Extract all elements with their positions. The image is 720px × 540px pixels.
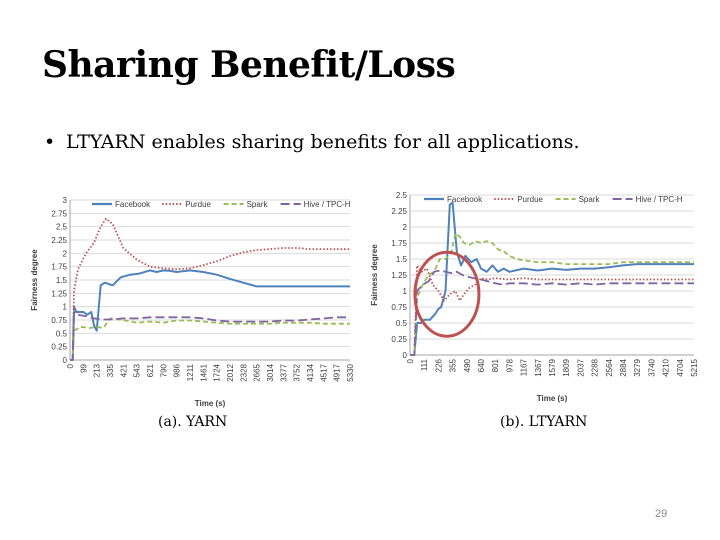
chart2-legend-label-hive: Hive / TPC-H bbox=[636, 195, 683, 204]
chart-yarn-svg: 0 0.25 0.5 0.75 1 1.25 1.5 1.75 2 2.25 2.5 2.75 3 0 99… bbox=[30, 196, 355, 408]
chart2-xtick-label: 2884 bbox=[619, 358, 628, 376]
chart1-series-spark bbox=[70, 317, 350, 361]
chart1-xlabel: Time (s) bbox=[195, 399, 226, 408]
bullet-marker: • bbox=[44, 131, 56, 153]
chart-yarn: 0 0.25 0.5 0.75 1 1.25 1.5 1.75 2 2.25 2.5 2.75 3 0 99… bbox=[28, 188, 358, 408]
chart2-xtick-label: 640 bbox=[477, 358, 486, 372]
chart1-xtick-label: 3377 bbox=[279, 363, 288, 381]
chart1-legend-label-spark: Spark bbox=[247, 200, 269, 209]
chart1-xtick-label: 790 bbox=[159, 363, 168, 377]
chart2-ytick-label: 2.25 bbox=[391, 207, 407, 216]
chart1-xtick-label: 621 bbox=[146, 363, 155, 377]
chart2-xtick-label: 111 bbox=[420, 358, 429, 371]
chart1-ytick-label: 0.25 bbox=[51, 343, 67, 352]
chart2-xtick-label: 355 bbox=[449, 358, 458, 372]
chart1-xtick-label: 4517 bbox=[319, 363, 328, 381]
chart1-xtick-label: 2328 bbox=[239, 363, 248, 381]
chart1-legend-label-facebook: Facebook bbox=[115, 200, 151, 209]
chart1-xtick-label: 99 bbox=[79, 363, 88, 372]
chart2-legend-label-facebook: Facebook bbox=[447, 195, 483, 204]
chart2-ytick-label: 1.5 bbox=[396, 255, 408, 264]
chart2-xtick-label: 4210 bbox=[662, 358, 671, 376]
chart1-ytick-label: 0.5 bbox=[56, 329, 68, 338]
chart1-xtick-label: 3014 bbox=[266, 363, 275, 381]
chart1-xtick-label: 1724 bbox=[213, 363, 222, 381]
caption-ltyarn: (b). LTYARN bbox=[500, 414, 588, 430]
slide-title: Sharing Benefit/Loss bbox=[42, 44, 456, 86]
chart1-series-purdue bbox=[70, 217, 350, 361]
chart2-ytick-label: 2 bbox=[403, 223, 408, 232]
chart1-ytick-label: 2 bbox=[63, 249, 68, 258]
chart1-xtick-label: 2665 bbox=[253, 363, 262, 381]
chart2-highlight-circle bbox=[413, 250, 481, 338]
chart1-xtick-label: 4134 bbox=[306, 363, 315, 381]
chart1-xtick-label: 986 bbox=[173, 363, 182, 377]
chart1-xtick-label: 0 bbox=[66, 363, 75, 368]
chart2-xtick-label: 1579 bbox=[548, 358, 557, 376]
chart2-series-spark bbox=[410, 232, 694, 356]
chart2-series-hive bbox=[410, 269, 694, 356]
chart2-ytick-label: 0.25 bbox=[391, 335, 407, 344]
bullet-point: • LTYARN enables sharing benefits for all… bbox=[44, 131, 580, 153]
chart2-ytick-label: 1.25 bbox=[391, 271, 407, 280]
chart2-xtick-label: 5215 bbox=[690, 358, 699, 376]
chart1-ytick-label: 2.5 bbox=[56, 223, 68, 232]
chart2-xtick-label: 2037 bbox=[576, 358, 585, 376]
chart1-ytick-label: 0 bbox=[63, 356, 68, 365]
chart2-xtick-label: 801 bbox=[491, 358, 500, 372]
chart1-xtick-label: 5330 bbox=[346, 363, 355, 381]
chart2-xlabel: Time (s) bbox=[537, 394, 568, 403]
chart2-xtick-label: 490 bbox=[463, 358, 472, 372]
chart2-xtick-label: 0 bbox=[406, 358, 415, 363]
chart1-ytick-label: 1.25 bbox=[51, 289, 67, 298]
chart2-legend-label-spark: Spark bbox=[579, 195, 601, 204]
chart2-ytick-label: 1 bbox=[403, 287, 408, 296]
chart2-xtick-label: 3740 bbox=[647, 358, 656, 376]
chart2-ylabel: Fairness degree bbox=[370, 244, 379, 306]
chart1-xtick-label: 2012 bbox=[226, 363, 235, 381]
chart2-series-purdue bbox=[410, 264, 694, 356]
chart1-xtick-label: 4917 bbox=[333, 363, 342, 381]
caption-yarn: (a). YARN bbox=[158, 414, 228, 430]
chart2-ytick-label: 0.5 bbox=[396, 319, 408, 328]
chart1-ytick-label: 2.25 bbox=[51, 236, 67, 245]
chart1-ytick-label: 3 bbox=[63, 196, 68, 205]
chart1-legend-label-purdue: Purdue bbox=[185, 200, 211, 209]
chart1-ylabel: Fairness degree bbox=[30, 249, 39, 311]
chart2-xtick-label: 978 bbox=[505, 358, 514, 372]
chart2-xtick-label: 2288 bbox=[591, 358, 600, 376]
chart2-ytick-label: 1.75 bbox=[391, 239, 407, 248]
chart2-xtick-label: 1367 bbox=[534, 358, 543, 376]
chart1-xtick-label: 3752 bbox=[293, 363, 302, 381]
chart2-xtick-label: 3279 bbox=[633, 358, 642, 376]
chart2-xtick-label: 4704 bbox=[676, 358, 685, 376]
chart2-ytick-label: 2.5 bbox=[396, 191, 408, 200]
chart1-ytick-label: 1.5 bbox=[56, 276, 68, 285]
chart1-legend-label-hive: Hive / TPC-H bbox=[304, 200, 351, 209]
chart1-xtick-label: 335 bbox=[106, 363, 115, 377]
chart1-xtick-label: 543 bbox=[133, 363, 142, 377]
chart2-ytick-label: 0 bbox=[403, 351, 408, 360]
page-number: 29 bbox=[655, 508, 668, 520]
bullet-text: LTYARN enables sharing benefits for all … bbox=[66, 131, 580, 153]
chart2-xtick-label: 2564 bbox=[605, 358, 614, 376]
chart1-series-facebook bbox=[70, 269, 350, 361]
chart1-series-hive bbox=[70, 305, 350, 361]
chart1-ytick-label: 1 bbox=[63, 303, 68, 312]
chart1-xtick-label: 213 bbox=[93, 363, 102, 377]
chart2-xtick-label: 226 bbox=[434, 358, 443, 372]
chart1-xtick-label: 421 bbox=[119, 363, 128, 377]
chart1-ytick-label: 0.75 bbox=[51, 316, 67, 325]
chart1-ytick-label: 2.75 bbox=[51, 209, 67, 218]
chart1-xtick-label: 1461 bbox=[199, 363, 208, 381]
chart-ltyarn-svg: 0 0.25 0.5 0.75 1 1.25 1.5 1.75 2 2.25 2.5 0 111 226 3… bbox=[370, 191, 699, 403]
chart2-ytick-label: 0.75 bbox=[391, 303, 407, 312]
chart2-legend-label-purdue: Purdue bbox=[517, 195, 543, 204]
chart2-xtick-label: 1809 bbox=[562, 358, 571, 376]
chart1-xtick-label: 1211 bbox=[186, 363, 195, 381]
chart-ltyarn: 0 0.25 0.5 0.75 1 1.25 1.5 1.75 2 2.25 2.5 0 111 226 3… bbox=[368, 186, 700, 408]
chart1-ytick-label: 1.75 bbox=[51, 263, 67, 272]
chart2-xtick-label: 1167 bbox=[520, 358, 529, 376]
chart2-series-facebook bbox=[410, 201, 694, 356]
